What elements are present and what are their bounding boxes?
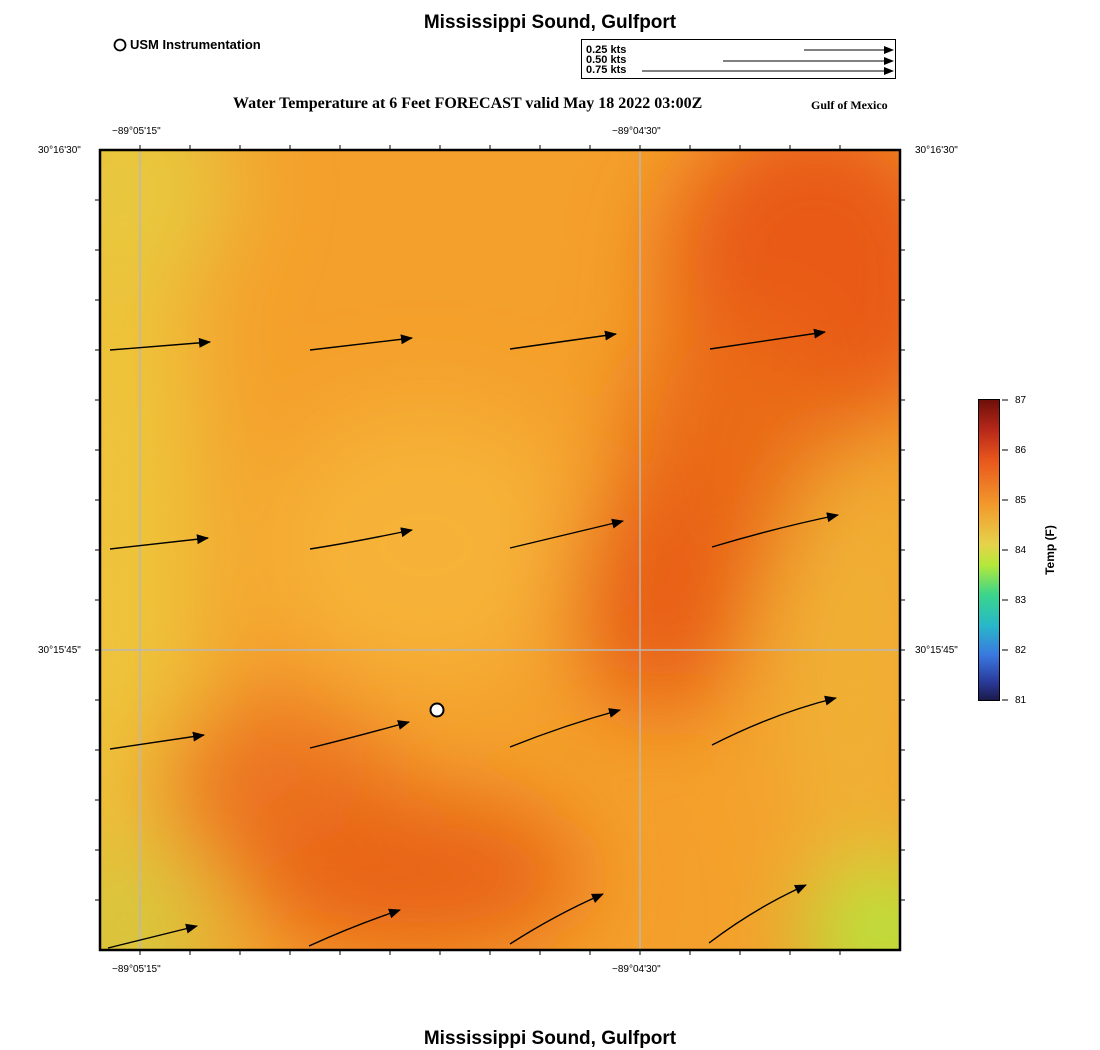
- frame-ticks: [95, 145, 905, 955]
- temperature-map: [95, 145, 905, 955]
- region-label: Gulf of Mexico: [811, 98, 888, 112]
- arrow-icon: [309, 527, 413, 550]
- arrow-icon: [509, 330, 617, 350]
- station-legend-label: USM Instrumentation: [130, 37, 261, 52]
- lat-label-right-2: 30°15'45": [915, 645, 958, 656]
- colorbar-tick-85: 85: [1015, 495, 1027, 506]
- vector-legend-label-1: 0.50 kts: [586, 54, 627, 66]
- arrow-icon: [509, 893, 604, 945]
- footer-title: Mississippi Sound, Gulfport: [423, 1028, 677, 1049]
- map-title: Water Temperature at 6 Feet FORECAST val…: [233, 95, 703, 112]
- colorbar-tick-81: 81: [1015, 695, 1027, 706]
- arrow-icon: [308, 908, 401, 947]
- arrow-icon: [309, 334, 413, 351]
- arrow-icon: [107, 923, 198, 949]
- station-legend: USM Instrumentation: [113, 37, 261, 52]
- colorbar-tick-82: 82: [1015, 645, 1027, 656]
- lat-label-left-2: 30°15'45": [38, 645, 81, 656]
- arrow-icon: [711, 695, 837, 746]
- temperature-field: [100, 150, 900, 950]
- colorbar-tick-83: 83: [1015, 595, 1027, 606]
- arrow-icon: [509, 518, 624, 549]
- graticule: [100, 150, 900, 950]
- arrow-icon: [711, 512, 839, 548]
- arrow-icon: [709, 328, 826, 350]
- colorbar-tick-84: 84: [1015, 545, 1027, 556]
- lon-label-top-1: −89°05'15": [112, 126, 161, 137]
- arrow-icon: [708, 884, 807, 944]
- colorbar-label: Temp (F): [1043, 525, 1057, 575]
- arrow-icon: [109, 337, 211, 351]
- station-marker-icon[interactable]: [429, 702, 445, 718]
- arrow-icon: [109, 534, 209, 550]
- current-vectors: [107, 328, 839, 949]
- page-title: Mississippi Sound, Gulfport: [423, 12, 677, 33]
- colorbar-tick-86: 86: [1015, 445, 1027, 456]
- vector-legend-label-0: 0.25 kts: [586, 44, 627, 56]
- circle-marker-icon: [113, 38, 127, 51]
- arrow-icon: [109, 731, 205, 750]
- lon-label-top-2: −89°04'30": [612, 126, 661, 137]
- vector-legend-arrows: [642, 46, 894, 75]
- vector-legend: 0.25 kts 0.50 kts 0.75 kts: [581, 39, 896, 79]
- lat-label-right-1: 30°16'30": [915, 145, 958, 156]
- arrow-icon: [509, 708, 621, 748]
- lat-label-left-1: 30°16'30": [38, 145, 81, 156]
- colorbar: [978, 399, 1002, 701]
- lon-label-bottom-1: −89°05'15": [112, 964, 161, 975]
- lon-label-bottom-2: −89°04'30": [612, 964, 661, 975]
- colorbar-gradient: [978, 399, 1000, 701]
- arrow-icon: [309, 720, 410, 749]
- colorbar-ticks: [1002, 399, 1008, 701]
- colorbar-tick-87: 87: [1015, 395, 1027, 406]
- vector-legend-label-2: 0.75 kts: [586, 64, 627, 76]
